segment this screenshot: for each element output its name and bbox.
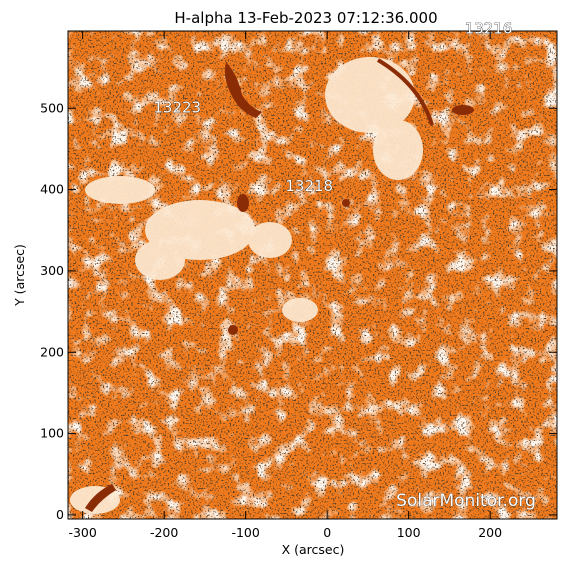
y-tick-label: 100	[40, 426, 64, 441]
y-axis: 0 100 200 300 400 500	[40, 100, 557, 522]
y-tick-label: 200	[40, 344, 64, 359]
figure-title: H-alpha 13-Feb-2023 07:12:36.000	[174, 9, 437, 27]
watermark: SolarMonitor.org	[396, 491, 536, 511]
y-tick-label: 300	[40, 263, 64, 278]
x-tick-label: -100	[231, 525, 259, 540]
y-axis-label: Y (arcsec)	[12, 244, 27, 307]
y-tick-label: 0	[56, 507, 64, 522]
solar-image	[68, 31, 557, 519]
x-tick-label: 200	[478, 525, 502, 540]
y-tick-label: 400	[40, 182, 64, 197]
x-tick-label: -200	[150, 525, 178, 540]
y-tick-label: 500	[40, 100, 64, 115]
x-tick-label: 0	[323, 525, 331, 540]
x-tick-label: 100	[397, 525, 421, 540]
x-axis-label: X (arcsec)	[282, 542, 345, 557]
region-labels: 13216 13223 13218	[153, 19, 513, 195]
x-axis: -300 -200 -100 0 100 200	[68, 31, 502, 540]
plot-frame	[67, 30, 558, 520]
region-label-13218: 13218	[285, 177, 333, 195]
x-tick-label: -300	[68, 525, 96, 540]
region-label-13223: 13223	[153, 98, 201, 116]
region-label-13216: 13216	[465, 19, 513, 37]
